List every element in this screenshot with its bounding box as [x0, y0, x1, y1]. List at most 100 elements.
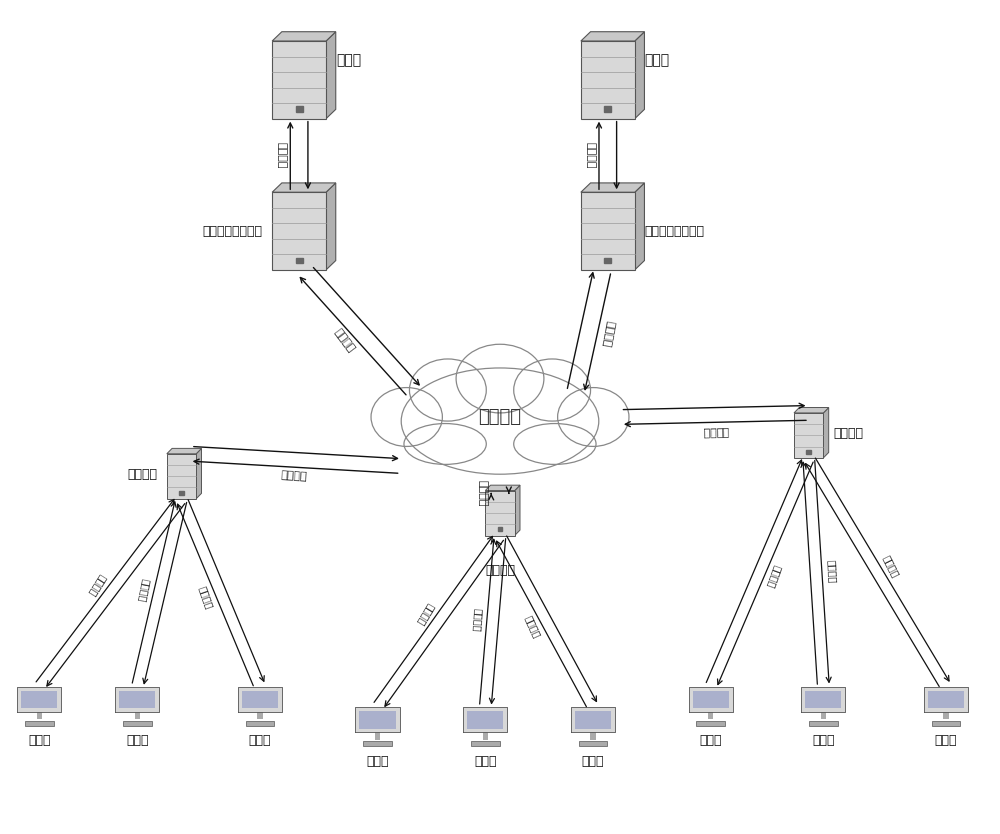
Text: 传输数据: 传输数据	[332, 328, 356, 354]
Polygon shape	[471, 741, 500, 746]
Polygon shape	[123, 721, 152, 726]
Polygon shape	[689, 686, 733, 712]
Polygon shape	[257, 712, 263, 720]
Polygon shape	[25, 721, 54, 726]
Polygon shape	[135, 712, 140, 720]
Polygon shape	[823, 408, 829, 458]
Ellipse shape	[409, 359, 486, 421]
FancyBboxPatch shape	[485, 490, 515, 535]
Text: 传输数据: 传输数据	[477, 480, 487, 507]
Text: 传输数据: 传输数据	[766, 564, 783, 590]
Text: 传输数据: 传输数据	[197, 585, 214, 610]
Polygon shape	[809, 721, 838, 726]
Text: 客户端: 客户端	[366, 755, 389, 767]
Polygon shape	[932, 721, 960, 726]
Polygon shape	[794, 408, 829, 413]
Polygon shape	[571, 707, 615, 732]
Polygon shape	[296, 107, 303, 112]
Ellipse shape	[371, 388, 442, 446]
Polygon shape	[708, 712, 713, 720]
Text: 加速网络: 加速网络	[479, 408, 522, 426]
Polygon shape	[326, 183, 336, 270]
Polygon shape	[805, 691, 841, 708]
Polygon shape	[515, 485, 520, 535]
Polygon shape	[924, 686, 968, 712]
Text: 客户端: 客户端	[126, 734, 149, 747]
Polygon shape	[821, 712, 826, 720]
Text: 服务器: 服务器	[645, 53, 670, 68]
Polygon shape	[696, 721, 725, 726]
Text: 客户端: 客户端	[582, 755, 604, 767]
Polygon shape	[179, 490, 184, 495]
Text: 客户端: 客户端	[249, 734, 271, 747]
Polygon shape	[375, 732, 380, 740]
Ellipse shape	[401, 368, 599, 475]
Text: 离源站最近的节点: 离源站最近的节点	[202, 224, 262, 238]
FancyBboxPatch shape	[794, 413, 823, 458]
Text: 离源站最近的节点: 离源站最近的节点	[645, 224, 705, 238]
Text: 边缘节点: 边缘节点	[833, 427, 863, 440]
Polygon shape	[635, 32, 644, 118]
Polygon shape	[575, 711, 611, 729]
Text: 客户端: 客户端	[935, 734, 957, 747]
Ellipse shape	[404, 424, 486, 465]
Text: 服务器: 服务器	[336, 53, 361, 68]
Polygon shape	[21, 691, 57, 708]
Ellipse shape	[514, 359, 591, 421]
Polygon shape	[37, 712, 42, 720]
Text: 传输数据: 传输数据	[585, 143, 595, 168]
Polygon shape	[296, 258, 303, 264]
Polygon shape	[943, 712, 949, 720]
Polygon shape	[590, 732, 596, 740]
Text: 传输数据: 传输数据	[601, 320, 616, 348]
FancyBboxPatch shape	[581, 193, 635, 270]
FancyBboxPatch shape	[581, 41, 635, 118]
Polygon shape	[928, 691, 964, 708]
Text: 传输数据: 传输数据	[826, 560, 837, 584]
Polygon shape	[359, 711, 396, 729]
Polygon shape	[238, 686, 282, 712]
FancyBboxPatch shape	[272, 193, 326, 270]
Polygon shape	[801, 686, 845, 712]
Text: 边缘节点: 边缘节点	[485, 564, 515, 577]
Polygon shape	[272, 183, 336, 193]
Polygon shape	[167, 449, 201, 454]
Polygon shape	[604, 258, 611, 264]
Text: 客户端: 客户端	[28, 734, 51, 747]
Polygon shape	[485, 485, 520, 490]
Polygon shape	[17, 686, 61, 712]
Ellipse shape	[456, 344, 544, 413]
Text: 客户端: 客户端	[812, 734, 835, 747]
Polygon shape	[115, 686, 159, 712]
Polygon shape	[635, 183, 644, 270]
Text: 客户端: 客户端	[474, 755, 497, 767]
Polygon shape	[483, 732, 488, 740]
FancyBboxPatch shape	[167, 454, 196, 499]
Polygon shape	[326, 32, 336, 118]
Polygon shape	[581, 183, 644, 193]
Polygon shape	[272, 32, 336, 41]
Text: 传输数据: 传输数据	[702, 426, 729, 437]
Ellipse shape	[514, 424, 596, 465]
FancyBboxPatch shape	[272, 41, 326, 118]
Text: 传输数据: 传输数据	[471, 608, 483, 632]
Ellipse shape	[558, 388, 629, 446]
Polygon shape	[119, 691, 155, 708]
Polygon shape	[498, 527, 502, 531]
Text: 边缘节点: 边缘节点	[127, 468, 157, 480]
Text: 传输数据: 传输数据	[415, 602, 436, 627]
Polygon shape	[363, 741, 392, 746]
Text: 传输数据: 传输数据	[137, 578, 151, 603]
Text: 传输数据: 传输数据	[882, 554, 901, 579]
Polygon shape	[242, 691, 278, 708]
Polygon shape	[604, 107, 611, 112]
Polygon shape	[806, 450, 811, 454]
Polygon shape	[196, 449, 201, 499]
Text: 传输数据: 传输数据	[523, 614, 542, 640]
Polygon shape	[579, 741, 607, 746]
Text: 传输数据: 传输数据	[276, 143, 286, 168]
Polygon shape	[693, 691, 729, 708]
Text: 传输数据: 传输数据	[87, 573, 108, 598]
Polygon shape	[581, 32, 644, 41]
Polygon shape	[246, 721, 274, 726]
